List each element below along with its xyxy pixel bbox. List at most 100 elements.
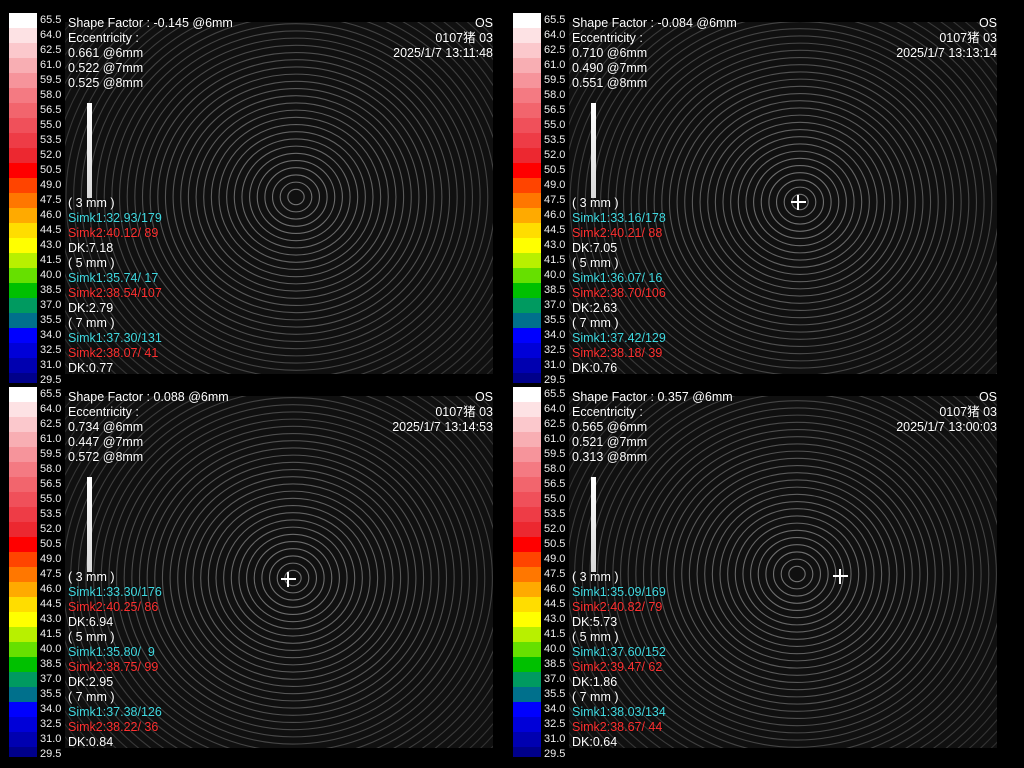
eccentricity-label: Eccentricity : xyxy=(68,405,139,419)
placido-ring xyxy=(223,512,363,644)
placido-ring xyxy=(276,562,310,594)
zone-5mm-dk: DK:2.95 xyxy=(68,675,114,689)
color-scale-value: 53.5 xyxy=(40,508,62,520)
color-scale-swatch xyxy=(9,612,37,627)
eccentricity-7mm: 0.521 @7mm xyxy=(572,435,648,449)
topography-panel-2[interactable]: 65.5 64.0 62.5 61.0 59.5 58.0 56.5 55.0 53.5 52.0… xyxy=(513,13,1009,383)
zone-3mm-simk1: Simk1:35.09/169 xyxy=(572,585,666,599)
placido-ring xyxy=(775,179,825,225)
placido-ring xyxy=(714,121,886,283)
eye-label: OS xyxy=(474,390,493,404)
placido-ring xyxy=(246,533,340,623)
color-scale-swatch xyxy=(513,313,541,328)
placido-ring xyxy=(704,486,890,662)
placido-ring xyxy=(589,396,997,748)
zone-7mm-simk1: Simk1:37.38/126 xyxy=(68,705,162,719)
zone-5mm-simk1: Simk1:35.74/ 17 xyxy=(68,271,159,285)
zone-5mm-dk: DK:1.86 xyxy=(572,675,618,689)
color-scale-value: 50.5 xyxy=(544,538,566,550)
color-scale-swatch xyxy=(9,477,37,492)
reflection-glare xyxy=(87,103,92,198)
patient-id: 0107猪 03 xyxy=(435,31,493,45)
placido-ring-image[interactable] xyxy=(65,22,493,374)
placido-ring xyxy=(676,85,924,319)
color-scale-swatch xyxy=(9,298,37,313)
color-scale-swatch xyxy=(513,58,541,73)
placido-ring xyxy=(699,107,901,297)
zone-5mm-dk: DK:2.79 xyxy=(68,301,114,315)
zone-7mm-label: ( 7 mm ) xyxy=(572,316,619,330)
exam-datetime: 2025/1/7 13:14:53 xyxy=(392,420,493,434)
color-scale-value: 37.0 xyxy=(40,299,62,311)
color-scale-swatch xyxy=(9,507,37,522)
placido-ring xyxy=(581,396,997,748)
color-scale-value: 64.0 xyxy=(40,403,62,415)
color-scale-value: 64.0 xyxy=(544,29,566,41)
color-scale-value: 44.5 xyxy=(40,598,62,610)
color-scale-value: 55.0 xyxy=(544,493,566,505)
zone-7mm-dk: DK:0.76 xyxy=(572,361,618,375)
color-scale-swatch xyxy=(513,537,541,552)
placido-ring xyxy=(249,152,343,242)
color-scale-value: 49.0 xyxy=(544,179,566,191)
color-scale-swatch xyxy=(9,687,37,702)
placido-ring-image[interactable] xyxy=(569,22,997,374)
color-scale-value: 61.0 xyxy=(40,433,62,445)
color-scale-swatch xyxy=(9,642,37,657)
color-scale-swatch xyxy=(9,313,37,328)
color-scale-value: 62.5 xyxy=(40,44,62,56)
placido-ring xyxy=(287,188,305,206)
placido-ring xyxy=(93,396,493,748)
color-scale-value: 55.0 xyxy=(40,493,62,505)
color-scale-value: 31.0 xyxy=(40,359,62,371)
color-scale-value: 50.5 xyxy=(544,164,566,176)
placido-ring xyxy=(149,59,443,335)
eccentricity-6mm: 0.661 @6mm xyxy=(68,46,144,60)
color-scale-swatch xyxy=(513,717,541,732)
color-scale-value: 38.5 xyxy=(40,658,62,670)
zone-5mm-label: ( 5 mm ) xyxy=(572,256,619,270)
eccentricity-7mm: 0.522 @7mm xyxy=(68,61,144,75)
placido-ring xyxy=(604,396,990,748)
crosshair-icon xyxy=(281,572,296,587)
topography-panel-1[interactable]: 65.5 64.0 62.5 61.0 59.5 58.0 56.5 55.0 53.5 52.0… xyxy=(9,13,505,383)
zone-7mm-label: ( 7 mm ) xyxy=(572,690,619,704)
placido-ring xyxy=(688,472,906,676)
color-scale-swatch xyxy=(513,642,541,657)
color-scale-value: 62.5 xyxy=(544,44,566,56)
placido-ring xyxy=(187,95,405,299)
color-scale-value: 56.5 xyxy=(544,478,566,490)
placido-ring xyxy=(215,504,371,652)
placido-ring xyxy=(96,22,493,374)
color-scale-value: 59.5 xyxy=(40,448,62,460)
eye-label: OS xyxy=(978,390,997,404)
color-scale-value: 59.5 xyxy=(544,74,566,86)
color-scale: 65.5 64.0 62.5 61.0 59.5 58.0 56.5 55.0 53.5 52.0… xyxy=(9,13,65,383)
color-scale-value: 53.5 xyxy=(40,134,62,146)
placido-ring-image[interactable] xyxy=(65,396,493,748)
zone-7mm-dk: DK:0.77 xyxy=(68,361,114,375)
placido-ring xyxy=(230,519,356,637)
color-scale-swatch xyxy=(9,193,37,208)
color-scale-value: 35.5 xyxy=(40,314,62,326)
color-scale-swatch xyxy=(513,103,541,118)
color-scale-swatch xyxy=(513,343,541,358)
placido-ring xyxy=(100,397,486,748)
color-scale-value: 34.0 xyxy=(544,703,566,715)
placido-ring xyxy=(131,425,455,731)
placido-ring xyxy=(638,49,962,355)
color-scale-value: 38.5 xyxy=(40,284,62,296)
color-scale-swatch xyxy=(513,253,541,268)
shape-factor: Shape Factor : -0.084 @6mm xyxy=(572,16,737,30)
color-scale-value: 29.5 xyxy=(40,748,62,757)
topography-panel-3[interactable]: 65.5 64.0 62.5 61.0 59.5 58.0 56.5 55.0 53.5 52.0… xyxy=(9,387,505,757)
color-scale-value: 65.5 xyxy=(544,14,566,26)
placido-ring-image[interactable] xyxy=(569,396,997,748)
zone-7mm-dk: DK:0.84 xyxy=(68,735,114,749)
placido-ring xyxy=(88,22,493,374)
exam-datetime: 2025/1/7 13:11:48 xyxy=(393,46,493,60)
zone-3mm-simk2: Simk2:40.25/ 86 xyxy=(68,600,159,614)
placido-ring xyxy=(164,73,428,321)
topography-panel-4[interactable]: 65.5 64.0 62.5 61.0 59.5 58.0 56.5 55.0 53.5 52.0… xyxy=(513,387,1009,757)
color-scale-value: 35.5 xyxy=(544,314,566,326)
